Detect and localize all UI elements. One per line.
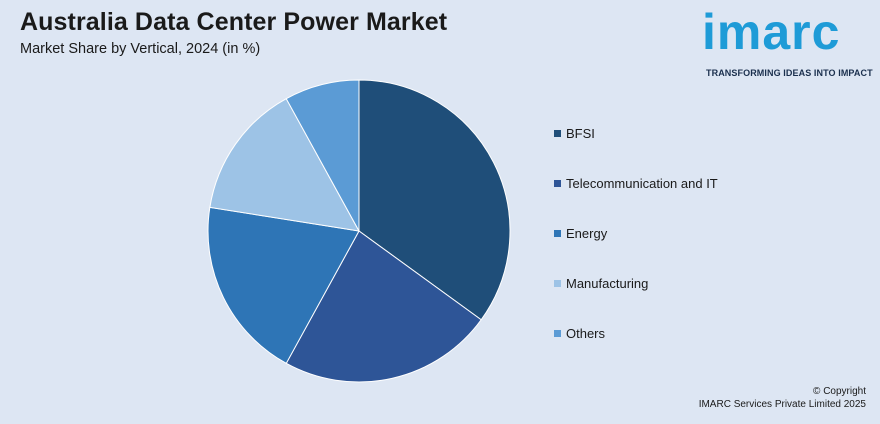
pie-chart <box>207 79 511 383</box>
legend-swatch <box>554 280 561 287</box>
legend-swatch <box>554 130 561 137</box>
legend-item-telecommunication-and-it: Telecommunication and IT <box>554 176 718 191</box>
logo-wordmark: imarc <box>702 4 841 60</box>
pie-slice-bfsi <box>358 79 511 321</box>
legend-swatch <box>554 330 561 337</box>
legend-label: Energy <box>566 226 608 241</box>
legend-label: Manufacturing <box>566 276 649 291</box>
legend-item-energy: Energy <box>554 226 607 241</box>
pie-slice-manufacturing <box>209 98 360 232</box>
imarc-logo: imarc TRANSFORMING IDEAS INTO IMPACT <box>700 4 874 80</box>
legend-label: Telecommunication and IT <box>566 176 718 191</box>
copyright-line-1: © Copyright <box>813 386 866 397</box>
pie-slice-telecommunication-and-it <box>285 230 482 383</box>
chart-title: Australia Data Center Power Market <box>20 8 448 36</box>
copyright-notice: © Copyright IMARC Services Private Limit… <box>699 385 866 411</box>
legend-label: Others <box>566 326 606 341</box>
legend-swatch <box>554 180 561 187</box>
legend-item-manufacturing: Manufacturing <box>554 276 648 291</box>
logo-tagline: TRANSFORMING IDEAS INTO IMPACT <box>706 68 873 78</box>
legend-swatch <box>554 230 561 237</box>
legend-item-bfsi: BFSI <box>554 126 595 141</box>
pie-slice-energy <box>207 206 360 364</box>
copyright-line-2: IMARC Services Private Limited 2025 <box>698 399 866 410</box>
legend-label: BFSI <box>566 126 595 141</box>
legend-item-others: Others <box>554 326 605 341</box>
pie-slice-others <box>285 79 360 232</box>
chart-subtitle: Market Share by Vertical, 2024 (in %) <box>20 41 261 57</box>
